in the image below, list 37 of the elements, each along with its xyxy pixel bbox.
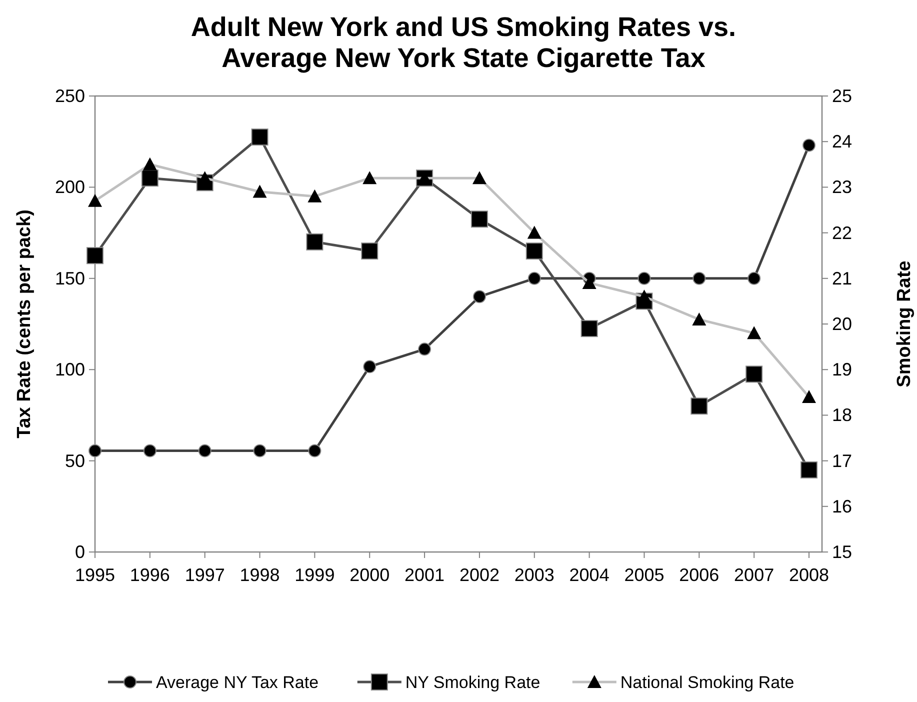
x-tick-label: 2004 xyxy=(569,565,610,585)
legend-label: NY Smoking Rate xyxy=(405,673,540,692)
y2-tick-label: 21 xyxy=(832,268,852,288)
y-tick-label: 100 xyxy=(54,360,85,380)
y2-tick-label: 20 xyxy=(832,314,852,334)
x-tick-label: 1995 xyxy=(74,565,116,585)
y2-tick-label: 23 xyxy=(832,177,852,198)
y2-tick-label: 15 xyxy=(832,542,852,562)
legend-label: Average NY Tax Rate xyxy=(156,673,319,692)
y-tick-label: 250 xyxy=(54,86,85,106)
x-tick-label: 2000 xyxy=(350,565,390,585)
y2-tick-label: 24 xyxy=(832,132,852,152)
y2-tick-label: 17 xyxy=(832,450,852,471)
y2-tick-label: 16 xyxy=(832,496,852,516)
x-tick-label: 2001 xyxy=(404,565,445,585)
y-axis-title: Tax Rate (cents per pack) xyxy=(14,210,35,438)
x-tick-label: 1996 xyxy=(130,565,170,585)
y2-tick-label: 19 xyxy=(832,360,852,380)
x-tick-label: 2008 xyxy=(788,565,830,585)
x-tick-label: 2005 xyxy=(624,565,664,585)
x-tick-label: 1997 xyxy=(184,565,225,585)
y2-tick-label: 25 xyxy=(832,86,852,106)
x-tick-label: 2007 xyxy=(734,565,774,585)
y2-axis-title: Smoking Rate xyxy=(894,260,915,388)
y-tick-label: 150 xyxy=(54,268,85,288)
x-tick-label: 2002 xyxy=(459,565,500,585)
y-tick-label: 200 xyxy=(54,177,85,198)
legend-label: National Smoking Rate xyxy=(620,673,794,692)
y-tick-label: 50 xyxy=(64,450,85,471)
x-tick-label: 1999 xyxy=(294,565,335,585)
y2-tick-label: 18 xyxy=(832,405,852,426)
x-tick-label: 2003 xyxy=(514,565,554,585)
chart-title: Adult New York and US Smoking Rates vs. Average New York State Cigarette Tax xyxy=(190,12,736,73)
x-tick-label: 1998 xyxy=(240,565,280,585)
x-tick-label: 2006 xyxy=(679,565,720,585)
y2-tick-label: 22 xyxy=(832,222,852,243)
y-tick-label: 0 xyxy=(74,542,85,562)
